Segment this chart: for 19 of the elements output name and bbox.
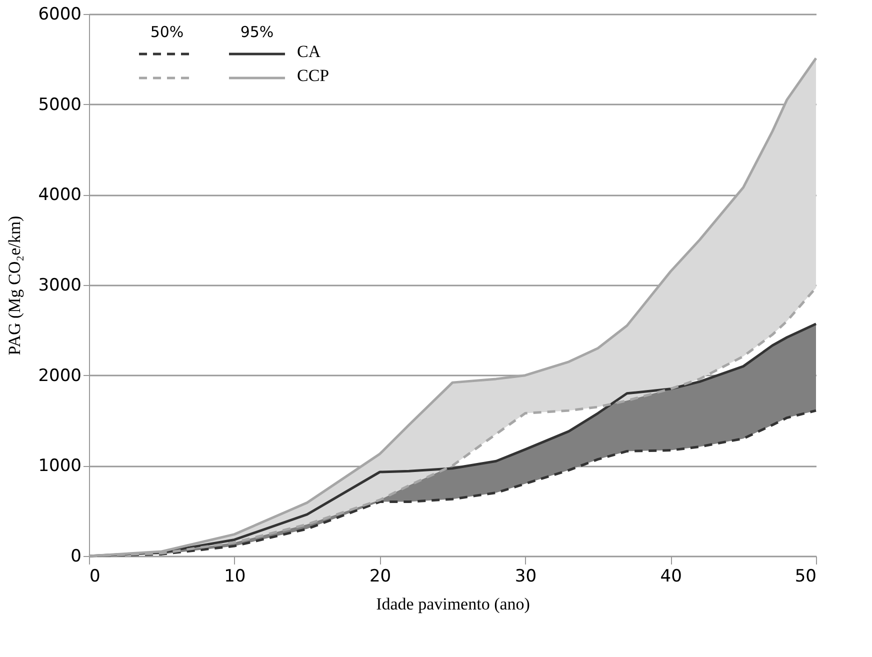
y-tick-label: 0 bbox=[70, 546, 82, 566]
legend-label: CA bbox=[297, 42, 322, 61]
annotation: 50% bbox=[150, 23, 184, 41]
x-tick-label: 10 bbox=[224, 566, 246, 586]
x-tick-label: 30 bbox=[514, 566, 537, 586]
x-tick-label: 40 bbox=[660, 566, 682, 586]
y-tick-label: 3000 bbox=[38, 276, 82, 296]
y-tick-label: 4000 bbox=[38, 185, 82, 206]
x-tick-label: 20 bbox=[369, 566, 392, 586]
y-tick-label: 1000 bbox=[38, 456, 82, 476]
y-axis-title: PAG (Mg CO₂e/km) bbox=[5, 216, 24, 356]
x-tick-label: 0 bbox=[90, 566, 100, 586]
y-tick-label: 2000 bbox=[38, 366, 82, 386]
x-tick-label: 50 bbox=[794, 566, 816, 586]
annotation: 95% bbox=[240, 23, 274, 41]
y-tick-label: 6000 bbox=[38, 4, 82, 24]
legend-label: CCP bbox=[297, 66, 330, 85]
x-axis-title: Idade pavimento (ano) bbox=[376, 594, 530, 614]
y-tick-label: 5000 bbox=[38, 94, 82, 115]
